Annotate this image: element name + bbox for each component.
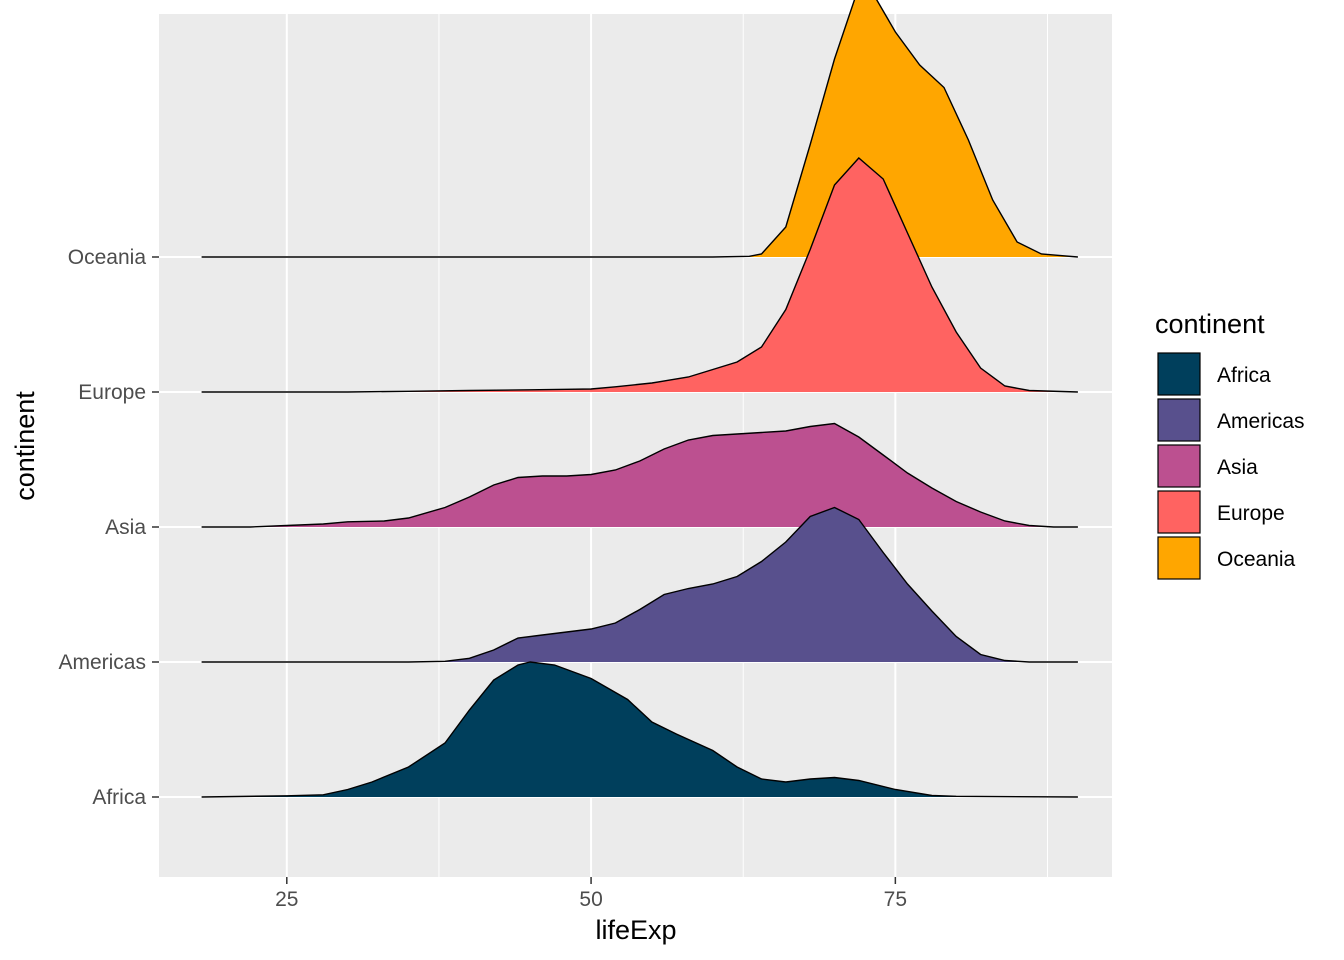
density-ridges xyxy=(201,0,1078,798)
x-tick-label: 50 xyxy=(579,888,602,911)
legend-key-asia xyxy=(1157,444,1201,488)
y-tick-label-americas: Americas xyxy=(58,651,146,674)
legend: continent Africa Americas Asia Europe Oceani… xyxy=(1155,309,1305,580)
ridge-line-americas xyxy=(201,506,1078,663)
ridge-fill-asia xyxy=(201,423,1078,527)
legend-key-africa xyxy=(1157,352,1201,396)
x-axis-title: lifeExp xyxy=(595,915,676,945)
legend-key-oceania xyxy=(1157,536,1201,580)
x-tick-label: 75 xyxy=(884,888,907,911)
ridge-fill-europe xyxy=(201,158,1078,392)
legend-label-americas: Americas xyxy=(1217,410,1305,433)
y-axis: Africa Americas Asia Europe Oceania xyxy=(58,246,159,809)
ridge-line-africa xyxy=(201,661,1078,798)
ridge-line-europe xyxy=(201,157,1078,393)
ridge-line-oceania xyxy=(201,0,1078,258)
ridge-fill-africa xyxy=(201,662,1078,797)
x-axis: 25 50 75 xyxy=(275,877,907,911)
legend-key-americas xyxy=(1157,398,1201,442)
legend-label-asia: Asia xyxy=(1217,456,1258,479)
x-tick-label: 25 xyxy=(275,888,298,911)
y-tick-label-europe: Europe xyxy=(78,381,146,404)
legend-label-oceania: Oceania xyxy=(1217,548,1296,571)
legend-key-europe xyxy=(1157,490,1201,534)
y-tick-label-asia: Asia xyxy=(105,516,146,539)
y-axis-title: continent xyxy=(10,391,40,501)
ridge-line-asia xyxy=(201,422,1078,528)
ridge-fill-americas xyxy=(201,507,1078,662)
legend-title: continent xyxy=(1155,309,1265,339)
y-tick-label-africa: Africa xyxy=(92,786,146,809)
y-tick-label-oceania: Oceania xyxy=(68,246,147,269)
legend-label-europe: Europe xyxy=(1217,502,1285,525)
legend-label-africa: Africa xyxy=(1217,364,1271,387)
